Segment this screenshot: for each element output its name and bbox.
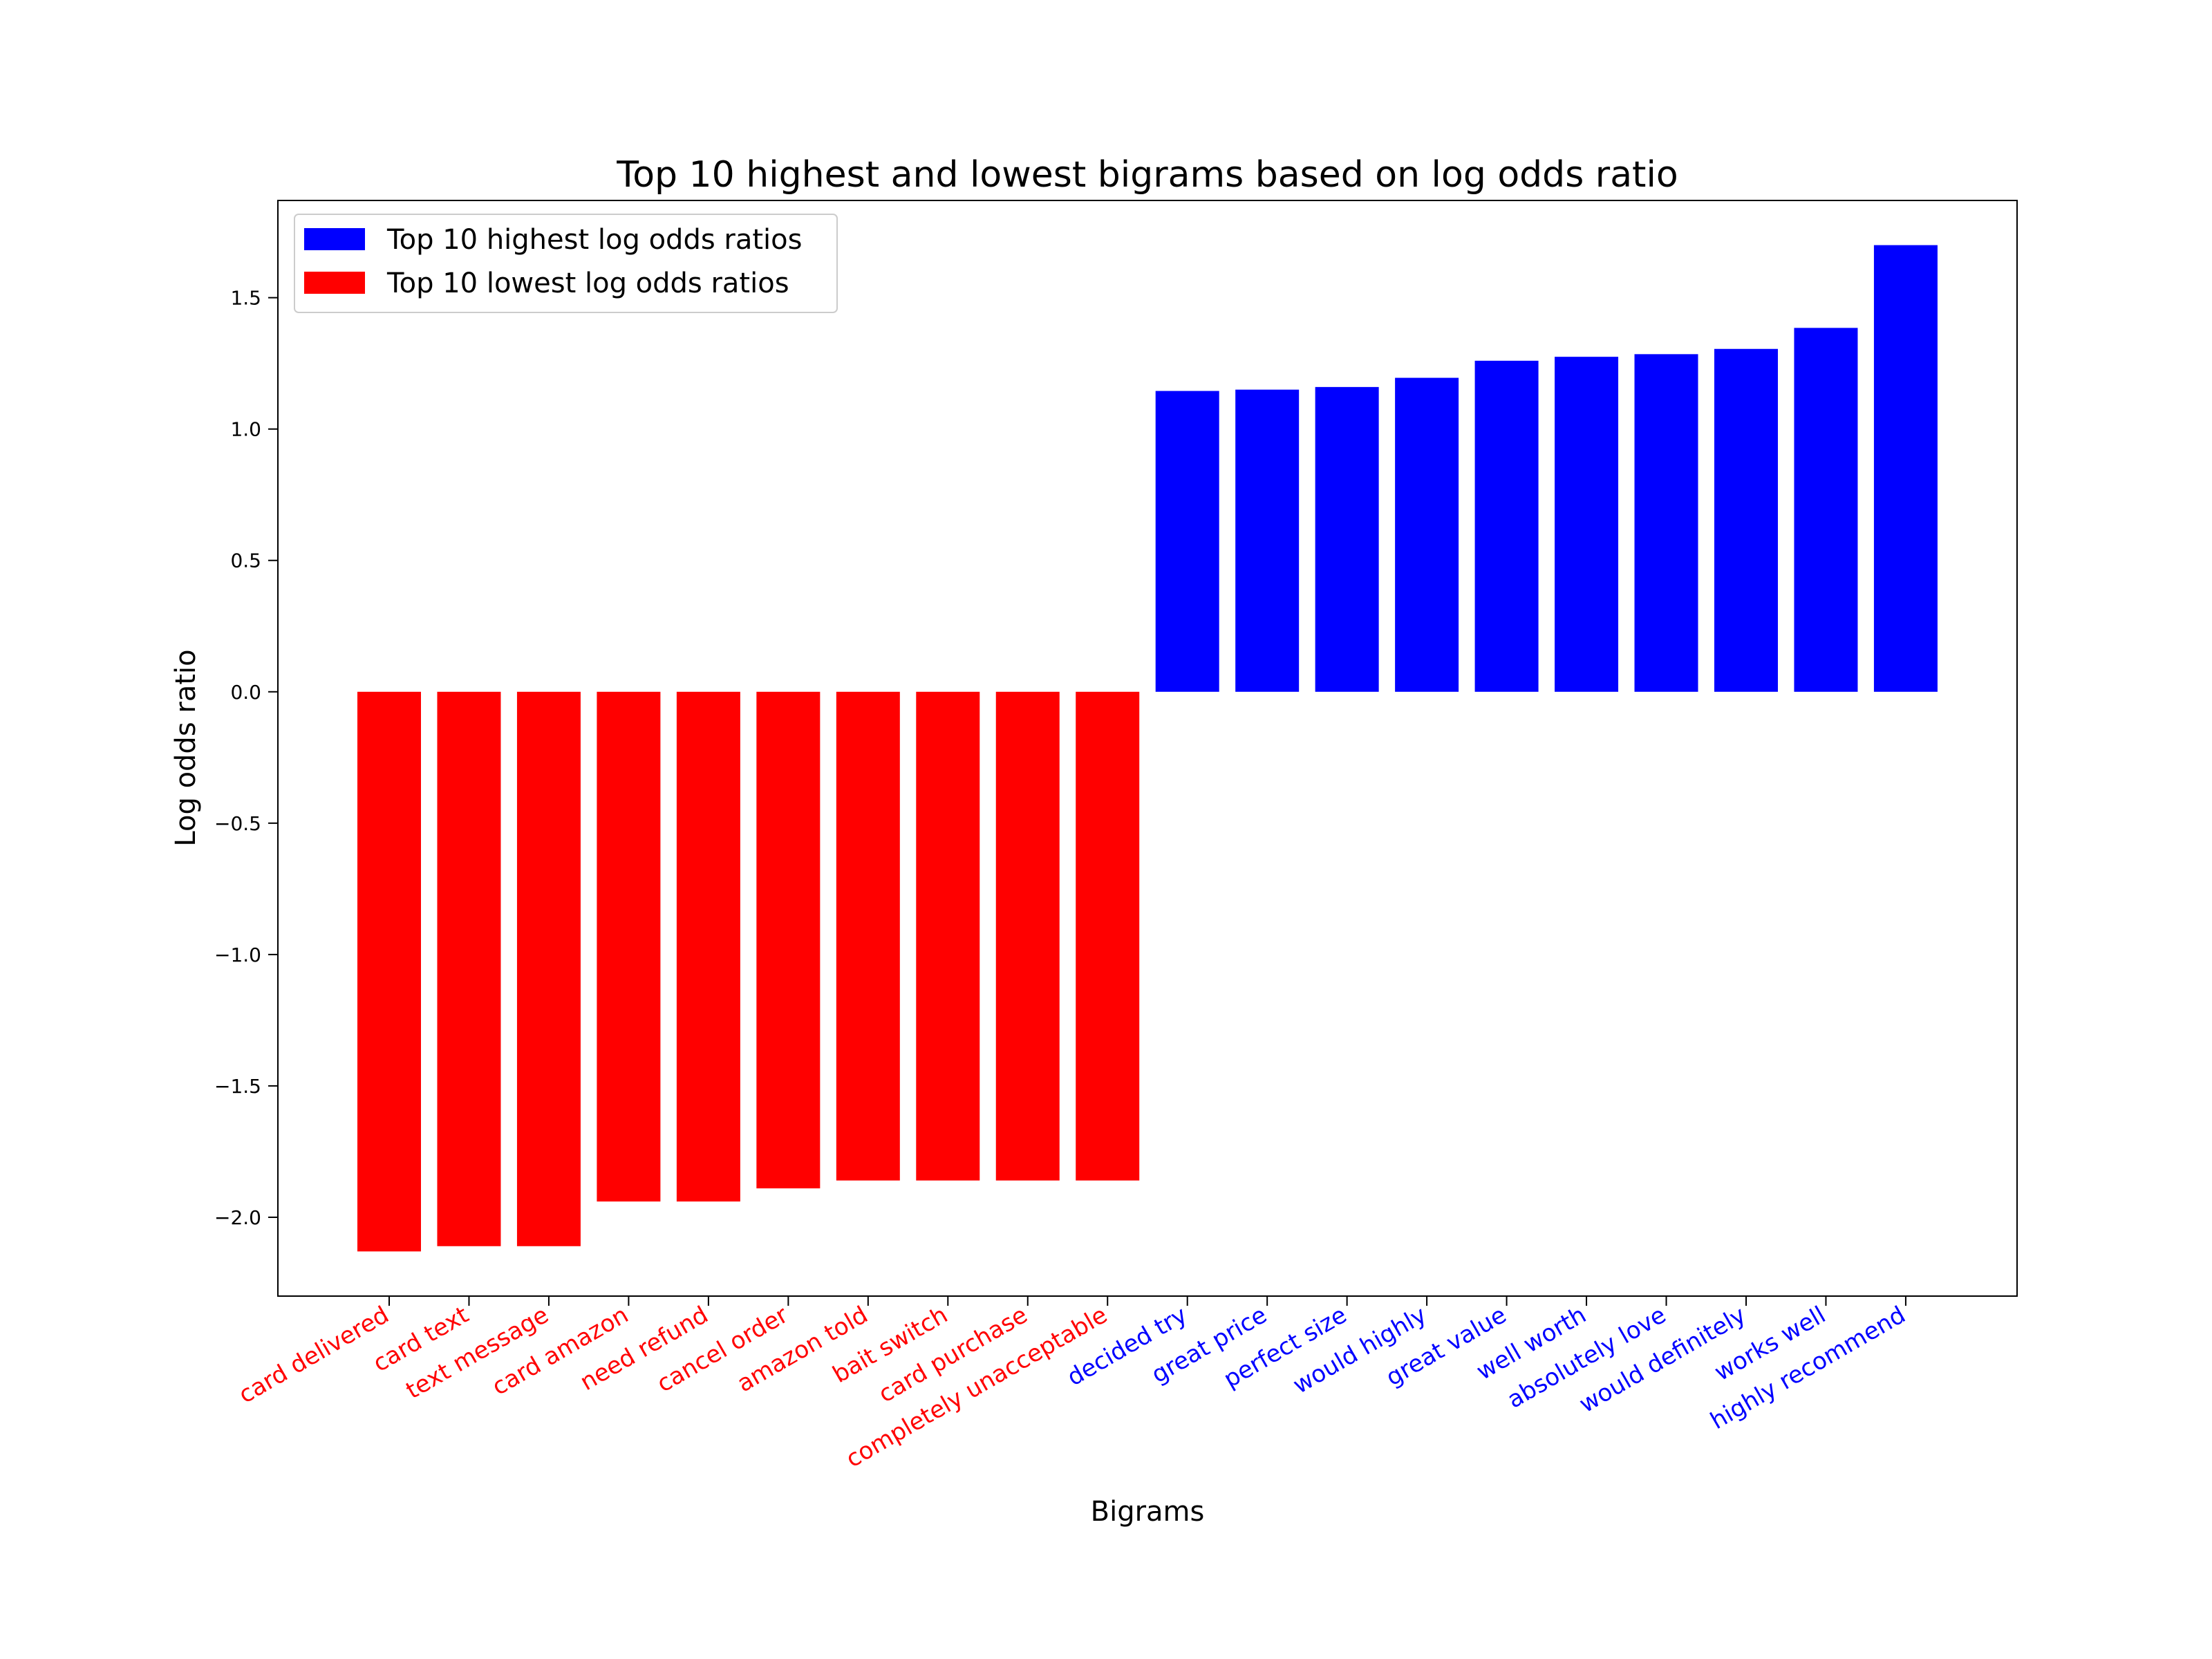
plot-frame <box>277 200 2018 1297</box>
bar-need-refund <box>676 691 740 1202</box>
bar-great-price <box>1235 389 1300 692</box>
y-tick-label: −2.0 <box>214 1206 261 1229</box>
y-axis-label: Log odds ratio <box>170 649 202 846</box>
y-tick-label: 1.0 <box>230 418 261 441</box>
bar-well-worth <box>1555 357 1619 692</box>
legend-frame <box>294 214 838 313</box>
bar-decided-try <box>1155 391 1219 692</box>
legend-label-lowest: Top 10 lowest log odds ratios <box>386 268 789 299</box>
bar-completely-unacceptable <box>1076 691 1140 1181</box>
y-tick-label: −1.5 <box>214 1075 261 1098</box>
legend-label-highest: Top 10 highest log odds ratios <box>386 224 802 256</box>
bar-bait-switch <box>916 691 980 1181</box>
bar-card-delivered <box>357 691 421 1252</box>
y-tick-label: −0.5 <box>214 812 261 835</box>
bar-cancel-order <box>756 691 821 1189</box>
legend-swatch-highest <box>304 228 365 250</box>
bar-great-value <box>1474 360 1539 692</box>
y-tick-label: 1.5 <box>230 287 261 310</box>
bar-card-purchase <box>995 691 1060 1181</box>
legend: Top 10 highest log odds ratios Top 10 lo… <box>294 214 838 313</box>
bar-amazon-told <box>836 691 900 1181</box>
legend-swatch-lowest <box>304 272 365 294</box>
x-tick-label: would highly <box>1288 1301 1432 1399</box>
y-tick-label: 0.0 <box>230 681 261 704</box>
y-axis: −2.0 −1.5 −1.0 −0.5 0.0 0.5 1.0 1.5 <box>214 287 278 1229</box>
bar-works-well <box>1794 328 1858 692</box>
bars-layer <box>357 245 1938 1252</box>
bar-text-message <box>516 691 581 1246</box>
y-tick-label: −1.0 <box>214 944 261 966</box>
bar-absolutely-love <box>1634 354 1698 692</box>
bar-card-amazon <box>597 691 661 1202</box>
bar-would-highly <box>1395 377 1459 692</box>
chart-title: Top 10 highest and lowest bigrams based … <box>616 154 1678 196</box>
bar-perfect-size <box>1315 386 1379 692</box>
bar-would-definitely <box>1714 348 1778 692</box>
bar-highly-recommend <box>1873 245 1938 692</box>
bar-card-text <box>437 691 501 1246</box>
y-tick-label: 0.5 <box>230 550 261 572</box>
x-axis-label: Bigrams <box>1091 1496 1205 1528</box>
